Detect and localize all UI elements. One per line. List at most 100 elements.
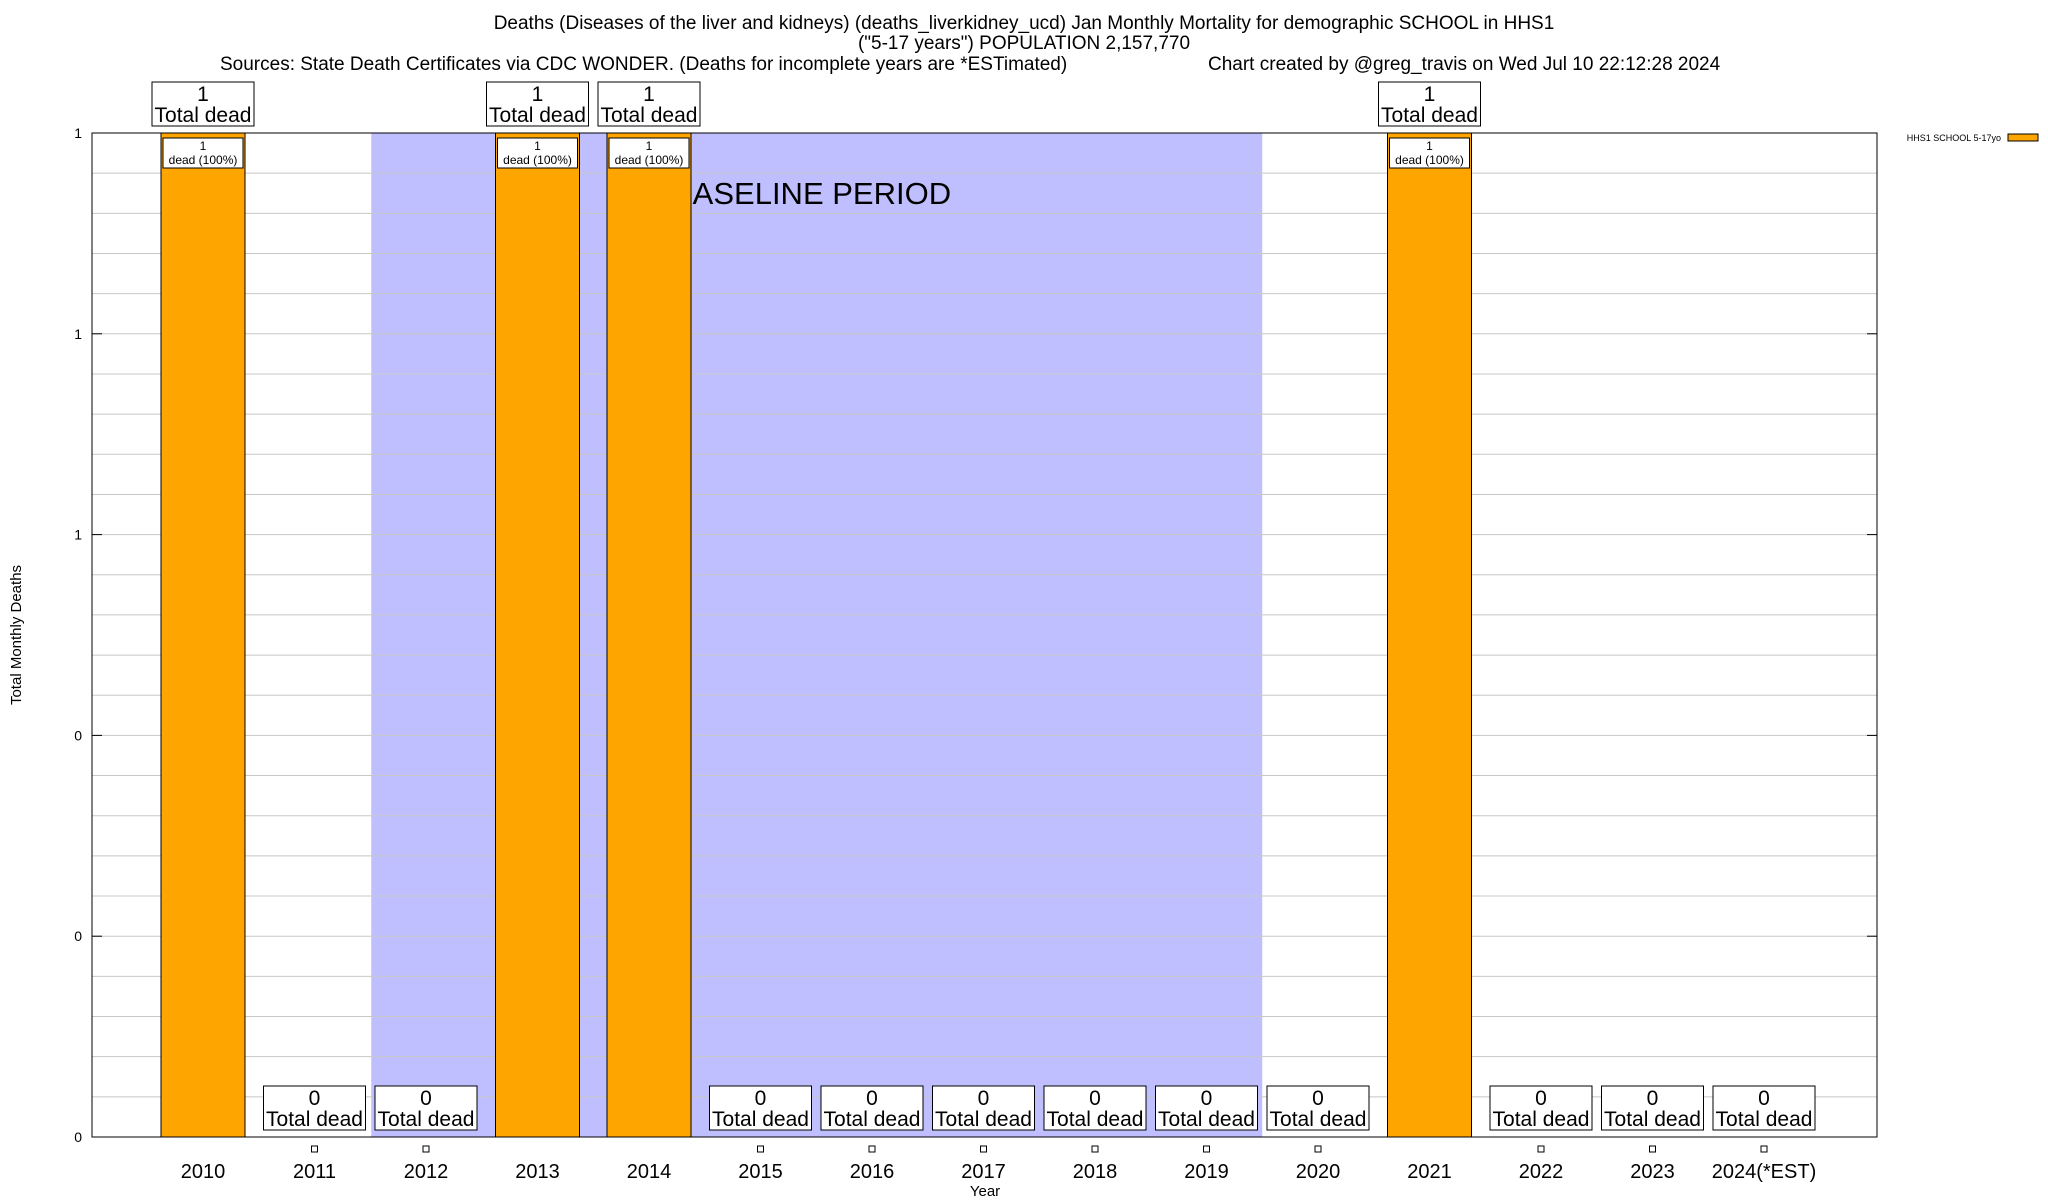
total-label-box: [1601, 1085, 1704, 1131]
zero-marker-2018: [1091, 1145, 1099, 1153]
x-tick-label: 2018: [1073, 1161, 1118, 1183]
zero-marker-2022: [1537, 1145, 1545, 1153]
segment-label-text: dead (100%): [615, 153, 684, 167]
plot-border: [91, 132, 1878, 1138]
chart-sources: Sources: State Death Certificates via CD…: [220, 54, 1068, 75]
x-tick-label: 2011: [293, 1161, 336, 1183]
total-label-value: 0: [1089, 1087, 1101, 1110]
x-axis-title: Year: [970, 1183, 1000, 1200]
segment-label-box: [1389, 137, 1470, 169]
y-axis-title: Total Monthly Deaths: [8, 565, 25, 705]
total-label-value: 0: [1312, 1087, 1324, 1110]
zero-marker-2016: [868, 1145, 876, 1153]
total-label-box: [1266, 1085, 1370, 1131]
total-label-value: 0: [1535, 1087, 1547, 1110]
bar-2021: [1387, 132, 1472, 1138]
x-tick-label: 2012: [404, 1161, 449, 1183]
total-label-text: Total dead: [489, 104, 586, 127]
segment-label-value: 1: [200, 139, 207, 153]
x-tick-label: 2014: [627, 1161, 672, 1183]
total-label-text: Total dead: [1158, 1108, 1255, 1131]
total-label-text: Total dead: [712, 1108, 809, 1131]
x-tick-label: 2017: [961, 1161, 1006, 1183]
total-label-text: Total dead: [1381, 104, 1478, 127]
legend-label: HHS1 SCHOOL 5-17yo: [1907, 133, 2001, 143]
total-label-box: [1378, 81, 1481, 127]
chart-title: Deaths (Diseases of the liver and kidney…: [493, 13, 1555, 34]
bar-2013: [495, 132, 580, 1138]
total-label-text: Total dead: [1604, 1108, 1701, 1131]
zero-marker-2019: [1203, 1145, 1210, 1153]
total-label-value: 0: [866, 1087, 878, 1110]
total-label-value: 0: [1758, 1087, 1770, 1110]
total-label-value: 0: [1647, 1087, 1659, 1110]
total-label-value: 0: [755, 1087, 767, 1110]
segment-label-box: [497, 137, 578, 169]
chart-subtitle: ("5-17 years") POPULATION 2,157,770: [857, 33, 1191, 54]
total-label-value: 1: [643, 83, 655, 106]
total-label-box: [932, 1085, 1035, 1131]
total-label-box: [1043, 1085, 1147, 1131]
x-tick-label: 2023: [1630, 1161, 1675, 1183]
x-tick-label: 2022: [1519, 1161, 1564, 1183]
x-tick-label: 2010: [181, 1161, 226, 1183]
total-label-value: 0: [309, 1087, 321, 1110]
y-tick-label: 1: [74, 125, 82, 141]
zero-marker-2012: [422, 1145, 430, 1153]
x-tick-label: 2019: [1184, 1161, 1229, 1183]
x-tick-label: 2013: [515, 1161, 560, 1183]
zero-marker-2020: [1314, 1145, 1322, 1153]
segment-label-box: [608, 137, 690, 169]
total-label-box: [597, 81, 701, 127]
total-label-text: Total dead: [1270, 1108, 1367, 1131]
total-label-text: Total dead: [266, 1108, 363, 1131]
total-label-box: [374, 1085, 478, 1131]
zero-marker-2024(*EST): [1760, 1145, 1768, 1153]
bar-2014: [606, 132, 692, 1138]
total-label-text: Total dead: [1047, 1108, 1144, 1131]
zero-marker-2023: [1649, 1145, 1656, 1153]
total-label-text: Total dead: [824, 1108, 921, 1131]
zero-marker-2011: [311, 1145, 318, 1153]
total-label-box: [1489, 1085, 1593, 1131]
y-tick-label: 0: [74, 928, 82, 944]
total-label-value: 0: [420, 1087, 432, 1110]
legend-swatch: [2007, 133, 2039, 142]
total-label-text: Total dead: [935, 1108, 1032, 1131]
y-tick-label: 1: [74, 326, 82, 342]
segment-label-value: 1: [646, 139, 653, 153]
segment-label-value: 1: [1426, 139, 1433, 153]
zero-marker-2015: [757, 1145, 764, 1153]
x-tick-label: 2020: [1296, 1161, 1341, 1183]
total-label-box: [1712, 1085, 1816, 1131]
x-tick-label: 2021: [1407, 1161, 1452, 1183]
total-label-value: 1: [532, 83, 544, 106]
total-label-value: 0: [1201, 1087, 1213, 1110]
total-label-text: Total dead: [1493, 1108, 1590, 1131]
y-tick-label: 1: [74, 527, 82, 543]
segment-label-text: dead (100%): [1395, 153, 1464, 167]
total-label-text: Total dead: [155, 104, 252, 127]
total-label-box: [486, 81, 589, 127]
total-label-box: [1155, 1085, 1258, 1131]
total-label-text: Total dead: [1716, 1108, 1813, 1131]
chart-credit: Chart created by @greg_travis on Wed Jul…: [1208, 54, 1721, 75]
baseline-period-label: BASELINE PERIOD: [672, 176, 951, 211]
total-label-box: [151, 81, 255, 127]
total-label-value: 1: [1424, 83, 1436, 106]
total-label-value: 1: [197, 83, 209, 106]
segment-label-text: dead (100%): [169, 153, 238, 167]
segment-label-text: dead (100%): [503, 153, 572, 167]
segment-label-box: [162, 137, 244, 169]
total-label-box: [820, 1085, 924, 1131]
total-label-box: [709, 1085, 812, 1131]
y-tick-label: 0: [74, 727, 82, 743]
total-label-text: Total dead: [601, 104, 698, 127]
x-tick-label: 2024(*EST): [1712, 1161, 1817, 1183]
bar-2010: [160, 132, 246, 1138]
y-tick-label: 0: [74, 1129, 82, 1145]
x-tick-label: 2016: [850, 1161, 895, 1183]
segment-label-value: 1: [534, 139, 541, 153]
total-label-text: Total dead: [378, 1108, 475, 1131]
